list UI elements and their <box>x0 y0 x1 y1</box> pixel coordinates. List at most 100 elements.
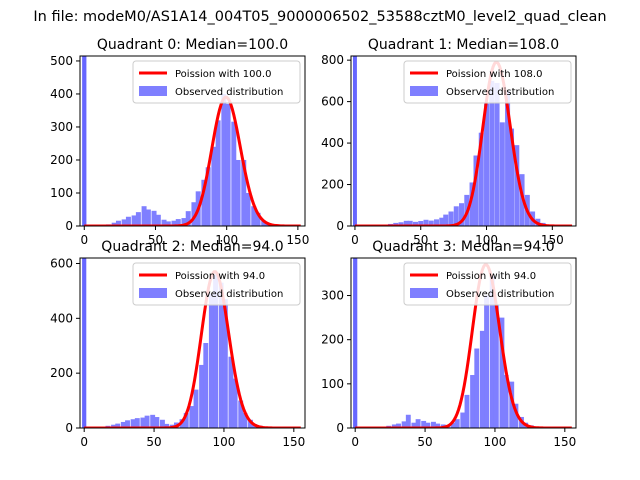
figure-suptitle: In file: modeM0/AS1A14_004T05_9000006502… <box>33 9 606 25</box>
x-tick-label: 100 <box>483 435 506 449</box>
histogram-bar <box>478 132 484 226</box>
histogram-bar <box>145 209 151 226</box>
x-tick-label: 50 <box>148 233 163 247</box>
histogram-bar <box>509 128 515 226</box>
histogram-bar <box>493 304 499 428</box>
y-tick-label: 100 <box>321 377 344 391</box>
plot-area <box>82 56 301 226</box>
y-tick-label: 600 <box>50 256 73 270</box>
histogram-bar <box>454 419 460 428</box>
legend-box <box>132 60 301 104</box>
legend-box <box>132 262 301 306</box>
histogram-bar <box>503 375 509 428</box>
legend-label-poisson: Poission with 94.0 <box>175 271 265 282</box>
axes-quadrant-2: 0 50 100 150 0 200 400 600 Quadrant 2: Median=94… <box>50 239 306 449</box>
histogram-bar <box>181 218 187 226</box>
axes-title: Quadrant 2: Median=94.0 <box>101 239 283 255</box>
legend-patch-marker <box>139 288 167 298</box>
histogram-bar <box>134 418 140 428</box>
histogram-bar <box>235 159 241 226</box>
histogram-bar <box>225 103 231 226</box>
legend: Poission with 94.0 Observed distribution <box>403 262 572 306</box>
histogram-bar <box>484 103 490 226</box>
x-tick-label: 50 <box>146 435 161 449</box>
histogram-bar <box>154 417 160 428</box>
histogram-bar <box>208 293 214 428</box>
x-tick-label: 0 <box>80 233 88 247</box>
histogram-bar <box>193 389 199 428</box>
legend-box <box>403 262 572 306</box>
axes-frame <box>79 55 306 227</box>
histogram-bar <box>513 403 519 428</box>
y-tick-label: 200 <box>50 153 73 167</box>
x-tick-label: 150 <box>282 435 305 449</box>
axes-frame <box>79 257 306 429</box>
histogram-bar <box>479 330 485 428</box>
histogram-bar <box>161 219 167 226</box>
histogram-bar <box>125 420 130 428</box>
histogram-bar <box>135 212 141 226</box>
histogram-bar <box>255 212 261 226</box>
legend-patch-marker <box>139 86 167 96</box>
histogram-bar <box>150 414 156 428</box>
histogram-bar <box>450 422 456 428</box>
poisson-curve <box>84 95 301 226</box>
histogram-bar <box>218 282 224 428</box>
histogram-bar <box>211 146 217 226</box>
histogram-bar <box>407 220 413 226</box>
histogram-bar <box>185 211 191 226</box>
histogram-bar <box>460 412 466 428</box>
histogram-bar <box>453 206 459 226</box>
x-tick-label: 150 <box>541 233 564 247</box>
legend-label-observed: Observed distribution <box>446 87 554 98</box>
histogram-bar <box>448 211 454 226</box>
histogram-bar <box>431 421 436 428</box>
axes-title: Quadrant 0: Median=100.0 <box>97 37 288 53</box>
x-tick-label: 100 <box>212 435 235 449</box>
histogram-bar <box>213 274 219 428</box>
histogram-bar <box>241 159 247 226</box>
histogram-bar <box>151 210 157 226</box>
legend: Poission with 94.0 Observed distribution <box>132 262 301 306</box>
legend-label-observed: Observed distribution <box>446 289 554 300</box>
histogram-bar <box>514 145 520 226</box>
x-tick-label: 0 <box>351 435 359 449</box>
legend-patch-marker <box>410 86 438 96</box>
histogram-bar <box>231 121 237 226</box>
x-tick-label: 50 <box>413 233 428 247</box>
axes-title: Quadrant 1: Median=108.0 <box>368 37 559 53</box>
histogram-bar <box>115 220 121 226</box>
histogram-bar <box>111 222 117 226</box>
axes-title: Quadrant 3: Median=94.0 <box>372 239 554 255</box>
histogram-bar <box>494 82 500 226</box>
histogram-bar <box>411 422 417 428</box>
legend: Poission with 100.0 Observed distribution <box>132 60 301 104</box>
histogram-bar <box>489 275 495 428</box>
x-tick-label: 0 <box>351 233 359 247</box>
histogram-bar <box>205 167 211 226</box>
histogram-bar <box>435 423 441 428</box>
legend-label-observed: Observed distribution <box>175 289 283 300</box>
y-tick-label: 0 <box>65 219 73 233</box>
y-tick-label: 300 <box>321 289 344 303</box>
histogram-bar <box>412 221 418 226</box>
histogram-bar <box>115 423 121 428</box>
histogram-bar <box>120 421 126 428</box>
x-tick-label: 150 <box>286 233 309 247</box>
y-tick-label: 400 <box>321 136 344 150</box>
axes-quadrant-3: 0 50 100 150 0 100 200 300 Quadrant 3: Median=94… <box>321 239 577 449</box>
histogram-bar <box>203 343 209 428</box>
histogram-bar <box>171 220 177 226</box>
histogram-bar <box>191 202 197 226</box>
histogram-bar <box>164 423 170 428</box>
histogram-bar <box>459 203 465 226</box>
histogram-bar <box>509 381 515 428</box>
plot-area <box>352 56 573 226</box>
y-tick-label: 400 <box>50 311 73 325</box>
histogram-bar <box>434 219 440 226</box>
y-tick-label: 0 <box>336 421 344 435</box>
histogram-bar <box>489 80 495 226</box>
histogram-bar <box>131 215 137 226</box>
histogram-bar <box>393 222 399 226</box>
